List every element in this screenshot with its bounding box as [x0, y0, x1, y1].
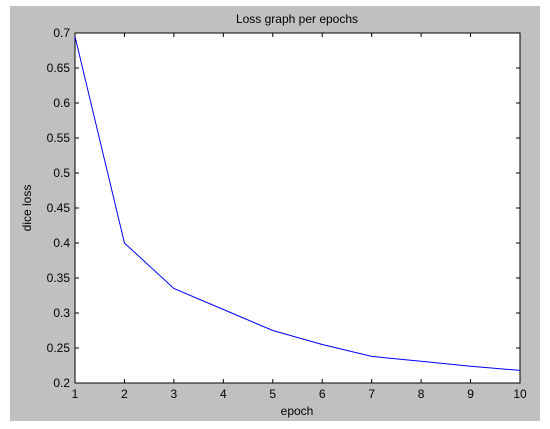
y-tick-label: 0.6 — [53, 96, 70, 110]
chart-title: Loss graph per epochs — [236, 12, 358, 26]
loss-chart: Loss graph per epochs 1 2 3 4 5 6 7 8 9 10 0.2 0.25… — [20, 12, 527, 418]
x-tick-label: 1 — [72, 387, 79, 401]
y-tick-label: 0.55 — [47, 131, 71, 145]
axis-ticks: 1 2 3 4 5 6 7 8 9 10 0.2 0.25 0.3 0.35 0.4 0.45 0.5 0.55 0… — [47, 26, 527, 401]
x-axis-label: epoch — [281, 404, 314, 418]
y-tick-label: 0.4 — [53, 236, 70, 250]
y-tick-label: 0.5 — [53, 166, 70, 180]
x-tick-label: 4 — [220, 387, 227, 401]
figure-window: Loss graph per epochs 1 2 3 4 5 6 7 8 9 10 0.2 0.25… — [10, 6, 540, 421]
x-tick-label: 7 — [368, 387, 375, 401]
y-tick-label: 0.45 — [47, 201, 71, 215]
x-tick-label: 8 — [418, 387, 425, 401]
y-tick-label: 0.3 — [53, 306, 70, 320]
y-axis-label: dice loss — [20, 185, 34, 232]
x-tick-label: 9 — [467, 387, 474, 401]
y-tick-label: 0.25 — [47, 341, 71, 355]
x-tick-label: 5 — [269, 387, 276, 401]
x-tick-label: 6 — [319, 387, 326, 401]
plot-area — [74, 32, 521, 384]
x-tick-label: 2 — [121, 387, 128, 401]
y-tick-label: 0.2 — [53, 376, 70, 390]
x-tick-label: 3 — [171, 387, 178, 401]
y-tick-label: 0.35 — [47, 271, 71, 285]
dice-loss-line — [74, 36, 521, 371]
series-lines — [74, 36, 521, 371]
x-tick-label: 10 — [513, 387, 527, 401]
y-tick-label: 0.7 — [53, 26, 70, 40]
y-tick-label: 0.65 — [47, 61, 71, 75]
